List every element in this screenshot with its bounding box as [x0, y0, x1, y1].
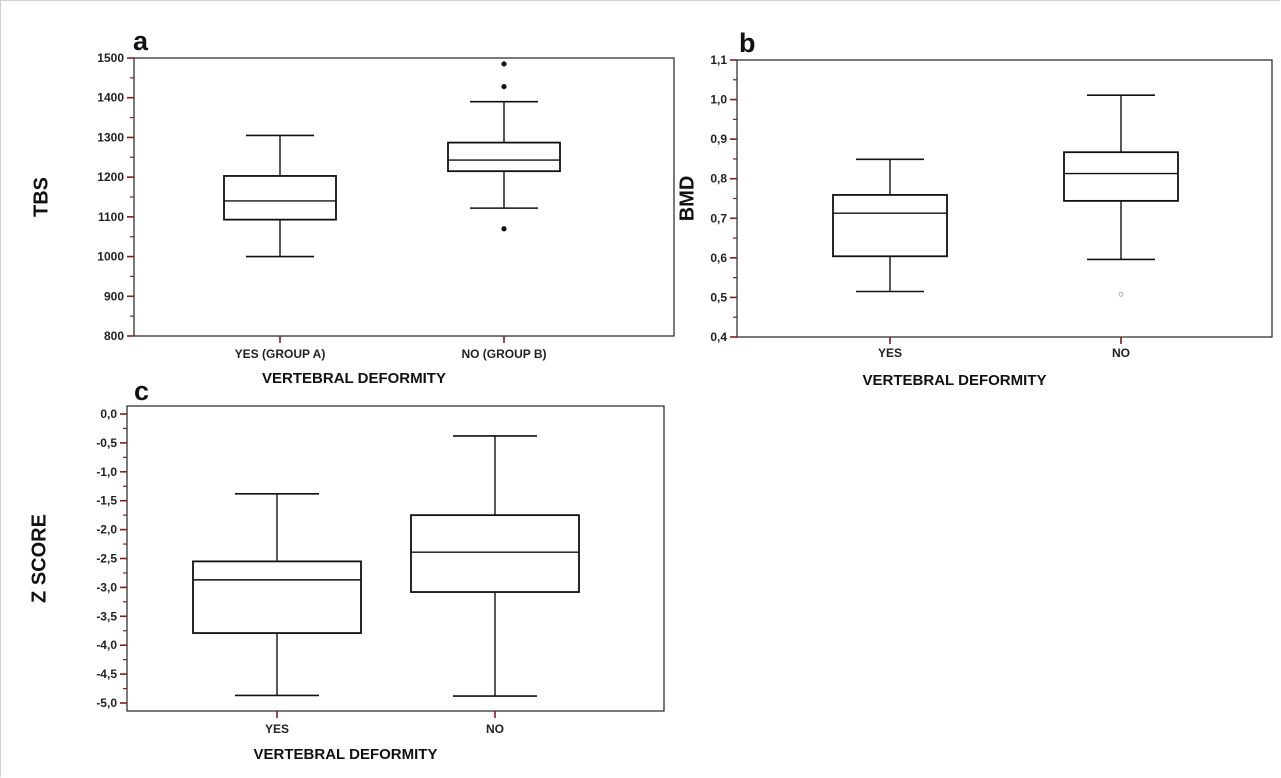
box-iqr	[192, 560, 362, 634]
y-tick-label: 1,0	[710, 93, 727, 107]
y-axis-title: BMD	[676, 176, 698, 222]
x-axis-title: VERTEBRAL DEFORMITY	[254, 746, 438, 763]
x-category-label: NO (GROUP B)	[461, 347, 546, 361]
y-tick-label: -3,5	[96, 609, 117, 623]
y-tick-label: 1,1	[710, 53, 727, 67]
box-iqr	[832, 194, 948, 258]
y-tick-label: 1500	[97, 51, 124, 65]
y-tick-label: 1400	[97, 91, 124, 105]
box-iqr	[447, 141, 561, 173]
y-tick-label: 0,5	[710, 290, 727, 304]
y-tick-label: 0,8	[710, 172, 727, 186]
y-tick-label: -1,5	[96, 494, 117, 508]
box-iqr	[223, 175, 337, 221]
x-axis-title: VERTEBRAL DEFORMITY	[863, 372, 1047, 389]
panel-letter-a: a	[133, 26, 149, 56]
x-category-label: NO	[1112, 346, 1130, 360]
y-tick-label: 900	[104, 289, 124, 303]
panel-letter-c: c	[134, 376, 149, 406]
x-axis-title: VERTEBRAL DEFORMITY	[262, 370, 446, 387]
panel-letter-b: b	[739, 28, 756, 58]
y-tick-label: -0,5	[96, 436, 117, 450]
box-iqr	[1063, 151, 1179, 202]
y-tick-label: 1000	[97, 250, 124, 264]
y-tick-label: 800	[104, 329, 124, 343]
y-tick-label: -2,5	[96, 552, 117, 566]
x-category-label: NO	[486, 722, 504, 736]
y-tick-label: 0,4	[710, 330, 727, 344]
x-category-label: YES (GROUP A)	[235, 347, 326, 361]
y-tick-label: -2,0	[96, 523, 117, 537]
y-tick-label: 1300	[97, 130, 124, 144]
outlier-point	[501, 226, 507, 232]
y-tick-label: 0,7	[710, 211, 727, 225]
y-axis-title: TBS	[30, 177, 52, 217]
y-tick-label: -4,5	[96, 667, 117, 681]
outlier-point	[501, 83, 507, 90]
x-category-label: YES	[265, 722, 289, 736]
y-axis-title: Z SCORE	[28, 514, 50, 603]
y-tick-label: -1,0	[96, 465, 117, 479]
plot-area-c	[126, 405, 665, 712]
y-tick-label: 0,6	[710, 251, 727, 265]
y-tick-label: -3,0	[96, 580, 117, 594]
y-tick-label: 1100	[98, 210, 124, 224]
y-tick-label: 1200	[97, 170, 124, 184]
y-tick-label: 0,0	[100, 407, 117, 421]
y-tick-label: -5,0	[96, 696, 117, 710]
plot-area-a	[133, 57, 675, 337]
outlier-point	[1118, 291, 1124, 297]
plot-area-b	[736, 59, 1273, 338]
x-category-label: YES	[878, 346, 902, 360]
y-tick-label: -4,0	[96, 638, 117, 652]
outlier-point	[501, 61, 507, 67]
box-iqr	[410, 514, 580, 593]
y-tick-label: 0,9	[710, 132, 727, 146]
